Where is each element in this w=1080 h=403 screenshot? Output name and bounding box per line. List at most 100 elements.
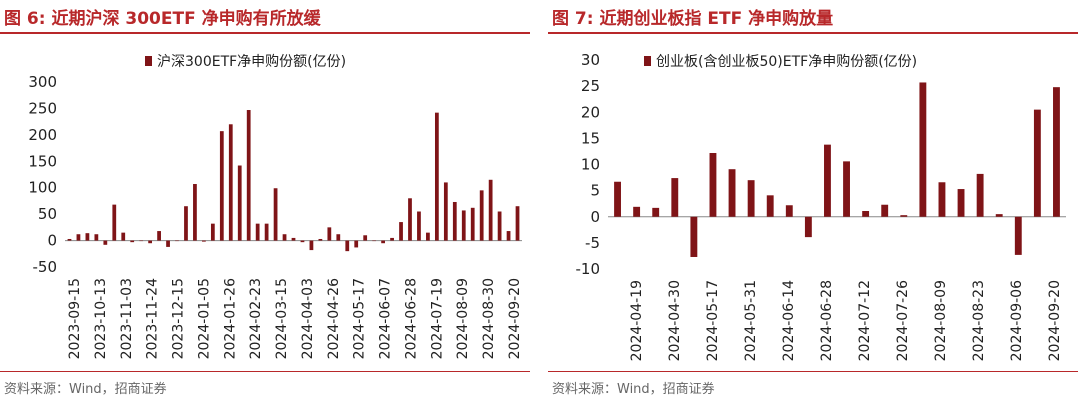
panel-chinext: 图 7: 近期创业板指 ETF 净申购放量 创业板(含创业板50)ETF净申购份… [548, 0, 1078, 403]
bar [408, 198, 412, 241]
bar [148, 240, 153, 244]
bar [228, 124, 233, 241]
x-tick-label: 2024-09-06 [1009, 280, 1025, 361]
bar [479, 190, 484, 241]
x-tick-label: 2023-10-13 [93, 278, 109, 359]
x-tick-label: 2024-08-30 [481, 278, 497, 359]
bar [417, 211, 421, 241]
bar [76, 234, 81, 241]
bar [434, 112, 439, 241]
bar [843, 161, 850, 217]
legend-label: 创业板(含创业板50)ETF净申购份额(亿份) [656, 54, 917, 70]
bar [614, 181, 621, 217]
source-note: 资料来源：Wind，招商证券 [4, 382, 167, 397]
bar [291, 237, 296, 241]
bar [372, 240, 377, 242]
x-tick-label: 2024-07-19 [429, 278, 445, 359]
legend-swatch [644, 56, 651, 66]
x-tick-label: 2024-03-15 [274, 278, 290, 359]
y-tick-label: 200 [28, 126, 57, 144]
bar [488, 179, 493, 241]
y-tick-label: 300 [28, 73, 57, 91]
x-tick-label: 2024-04-03 [300, 278, 316, 359]
bar [121, 232, 126, 241]
x-tick-label: 2023-11-24 [145, 278, 161, 359]
bar [381, 240, 385, 244]
x-tick-label: 2024-04-30 [667, 280, 683, 361]
source-note: 资料来源：Wind，招商证券 [552, 382, 715, 397]
bar [957, 189, 965, 217]
y-tick-label: 100 [28, 179, 57, 197]
bar [976, 173, 984, 217]
x-tick-label: 2024-08-09 [455, 278, 471, 359]
y-tick-label: 15 [581, 129, 600, 147]
bar [318, 238, 323, 241]
bar [497, 211, 502, 241]
figure-title: 图 7: 近期创业板指 ETF 净申购放量 [552, 9, 834, 29]
bar [139, 240, 144, 242]
bar [345, 240, 350, 252]
bar [728, 169, 736, 217]
bar [85, 233, 90, 241]
y-tick-label: -10 [576, 260, 601, 278]
footer-rule [548, 371, 1078, 372]
bar [824, 144, 831, 217]
x-tick-label: 2024-08-23 [971, 280, 987, 361]
bar [210, 223, 215, 241]
x-tick-label: 2024-07-12 [857, 280, 873, 361]
x-tick-label: 2024-02-23 [248, 278, 264, 359]
bar [336, 234, 341, 241]
bar [461, 210, 466, 241]
x-tick-label: 2024-07-26 [895, 280, 911, 361]
x-tick-label: 2023-11-03 [119, 278, 135, 359]
bar [881, 204, 889, 217]
title-rule [0, 32, 530, 34]
y-tick-label: 150 [28, 152, 57, 170]
bar [184, 206, 188, 241]
x-tick-label: 2024-06-07 [378, 278, 394, 359]
bar [264, 223, 269, 241]
y-tick-label: 10 [581, 156, 600, 174]
y-tick-label: 20 [581, 103, 600, 121]
x-tick-label: 2024-01-26 [222, 278, 238, 359]
bar [426, 232, 430, 241]
bar [300, 240, 305, 243]
bar [130, 240, 135, 243]
x-tick-label: 2024-09-20 [507, 278, 523, 359]
bar [112, 204, 117, 241]
bar [327, 227, 332, 241]
bar [443, 182, 448, 241]
bar [633, 206, 641, 217]
bar [862, 211, 870, 217]
x-tick-label: 2024-08-09 [933, 280, 949, 361]
panel-hs300: 图 6: 近期沪深 300ETF 净申购有所放缓 沪深300ETF净申购份额(亿… [0, 0, 530, 403]
figure-title: 图 6: 近期沪深 300ETF 净申购有所放缓 [4, 9, 321, 29]
x-tick-label: 2024-04-19 [629, 280, 645, 361]
bar [255, 223, 260, 241]
bar [354, 240, 359, 248]
bar [67, 238, 72, 241]
bar [919, 82, 927, 217]
bar [671, 178, 679, 217]
bar [900, 215, 908, 217]
x-tick-label: 2023-12-15 [171, 278, 187, 359]
bar [193, 184, 197, 241]
x-tick-label: 2024-05-17 [705, 280, 721, 361]
x-tick-label: 2024-04-26 [326, 278, 342, 359]
bar [94, 234, 99, 241]
y-tick-label: 50 [38, 205, 57, 223]
bar [515, 206, 520, 241]
bar [709, 153, 717, 217]
bar [273, 188, 278, 241]
bar [804, 216, 812, 238]
y-tick-label: 0 [590, 208, 600, 226]
y-tick-label: -5 [585, 234, 600, 252]
footer-rule [0, 371, 530, 372]
bar [995, 214, 1003, 217]
y-tick-label: 250 [28, 99, 57, 117]
chinext-etf-bar-chart: 创业板(含创业板50)ETF净申购份额(亿份) -10 -5 0 5 10 15 20 25 30… [576, 51, 1066, 361]
legend-label: 沪深300ETF净申购份额(亿份) [157, 54, 346, 70]
y-tick-label: 0 [47, 232, 57, 250]
y-tick-label: 25 [581, 77, 600, 95]
y-tick-label: 5 [590, 182, 600, 200]
